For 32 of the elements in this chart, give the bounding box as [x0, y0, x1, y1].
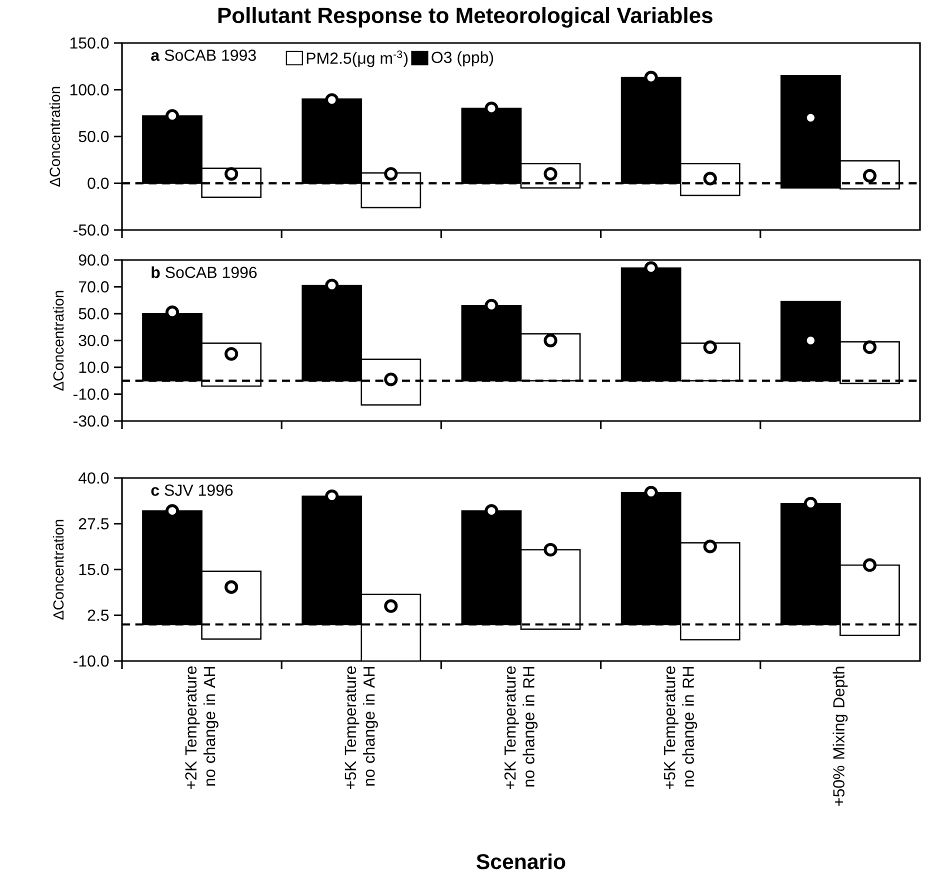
y-tick-label: 50.0 — [78, 130, 109, 142]
y-tick-label: 50.0 — [78, 308, 109, 320]
y-tick-label: 2.5 — [88, 610, 109, 621]
y-tick-label: 0.0 — [88, 178, 109, 189]
x-tick-label: +2K Temperature no change in RH — [504, 666, 538, 790]
chart-subtitle: a SoCAB 1993 — [151, 50, 256, 61]
y-tick-label: 15.0 — [79, 564, 109, 576]
x-tick-label: +5K Temperature no change in RH — [664, 666, 698, 790]
legend-label: PM2.5(μg m$^{-3}$) — [306, 50, 408, 68]
y-tick-label: 70.0 — [78, 281, 109, 292]
chart-subtitle: c SJV 1996 — [151, 484, 233, 496]
chart-title: Pollutant Response to Meteorological Variables — [218, 7, 712, 28]
y-tick-label: -30.0 — [74, 415, 109, 427]
y-tick-label: -10.0 — [74, 388, 109, 400]
y-tick-label: -50.0 — [74, 224, 109, 236]
x-tick-label: +5K Temperature no change in AH — [344, 666, 378, 790]
chart-subtitle: b SoCAB 1996 — [152, 266, 257, 278]
x-axis-title: Scenario — [476, 854, 566, 870]
y-tick-label: 40.0 — [78, 472, 109, 484]
y-tick-label: -10.0 — [74, 655, 109, 667]
x-tick-label: +2K Temperature no change in AH — [185, 666, 218, 790]
y-axis-title: ΔConcentration — [49, 86, 60, 187]
y-tick-label: 30.0 — [78, 334, 109, 346]
legend-label: O3 (ppb) — [432, 51, 494, 66]
y-tick-label: 27.5 — [78, 518, 109, 530]
y-tick-label: 100.0 — [70, 84, 109, 96]
y-axis-title: ΔConcentration — [52, 290, 64, 391]
x-tick-label: +50% Mixing Depth — [832, 666, 848, 806]
y-tick-label: 150.0 — [70, 37, 109, 49]
y-axis-title: ΔConcentration — [52, 520, 64, 620]
y-tick-label: 10.0 — [79, 362, 109, 373]
y-tick-label: 90.0 — [78, 254, 109, 266]
